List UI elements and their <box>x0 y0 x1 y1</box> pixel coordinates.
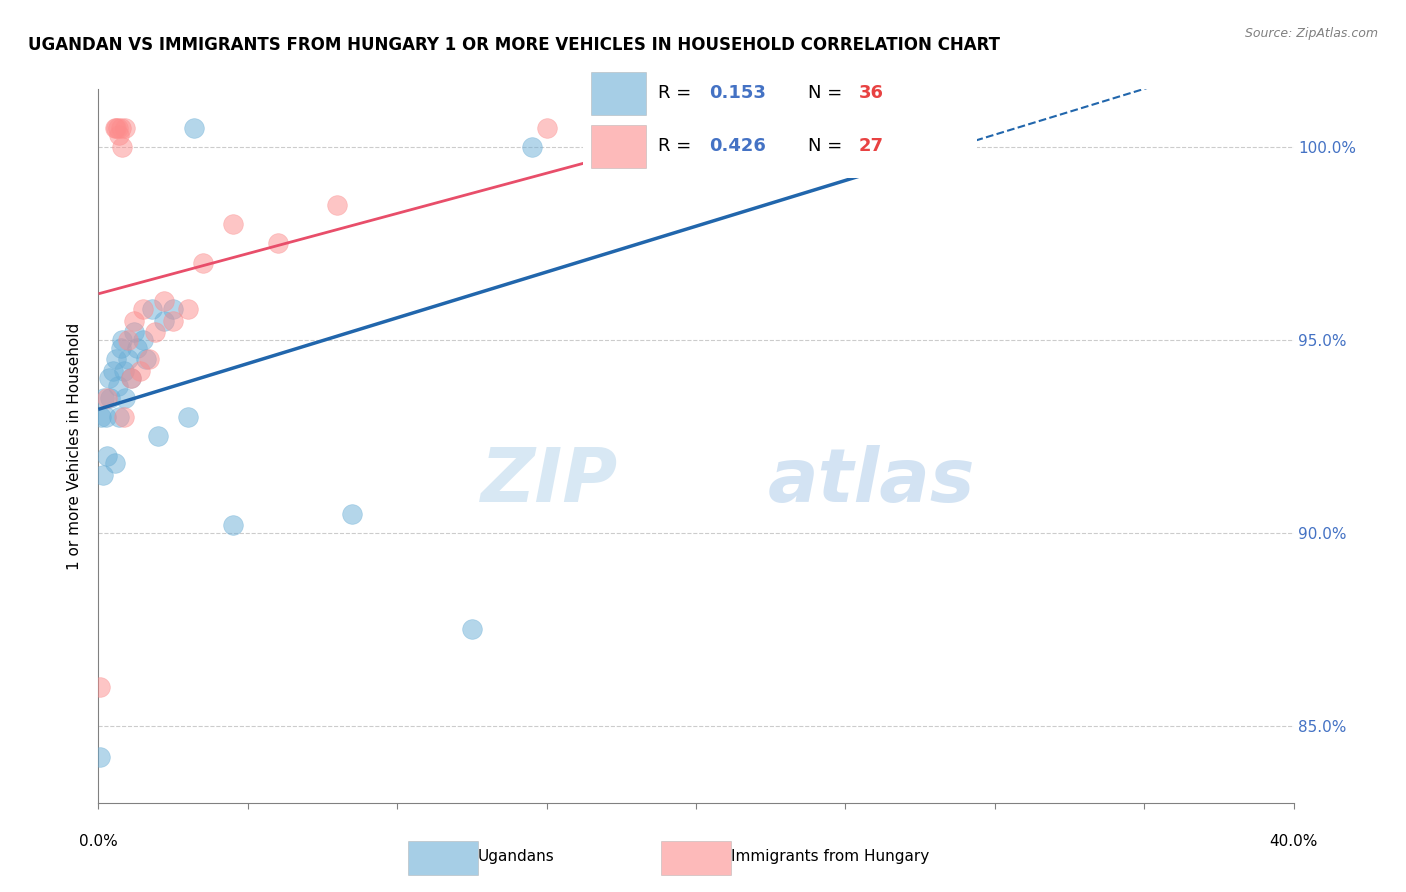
Text: 0.0%: 0.0% <box>79 834 118 849</box>
Point <box>108 410 131 425</box>
Point <box>90 410 112 425</box>
Point <box>153 294 176 309</box>
Point <box>110 341 132 355</box>
Point <box>112 364 135 378</box>
Text: 40.0%: 40.0% <box>1270 834 1317 849</box>
Text: 0.153: 0.153 <box>710 84 766 102</box>
Point <box>685 132 707 146</box>
Point <box>104 456 127 470</box>
Point <box>177 301 200 316</box>
Text: Source: ZipAtlas.com: Source: ZipAtlas.com <box>1244 27 1378 40</box>
Point <box>124 325 146 339</box>
Point <box>267 236 290 251</box>
Point <box>135 352 157 367</box>
FancyBboxPatch shape <box>661 841 731 875</box>
Point <box>222 217 245 231</box>
Point <box>103 364 125 378</box>
Point <box>536 120 558 135</box>
Point <box>110 120 132 135</box>
Point <box>105 352 128 367</box>
Point <box>120 371 142 385</box>
Point <box>108 128 131 143</box>
Text: Ugandans: Ugandans <box>478 849 555 863</box>
Point <box>114 120 136 135</box>
Point <box>162 301 184 316</box>
Point <box>953 128 976 143</box>
FancyBboxPatch shape <box>592 71 647 114</box>
Point <box>107 120 129 135</box>
Point <box>89 680 111 694</box>
Point <box>111 140 134 154</box>
Point <box>148 429 170 443</box>
Point <box>141 301 163 316</box>
Point <box>177 410 200 425</box>
Point <box>114 391 136 405</box>
Text: R =: R = <box>658 137 697 155</box>
Point <box>91 467 114 482</box>
Point <box>132 333 155 347</box>
Text: ZIP: ZIP <box>481 445 619 518</box>
Point <box>655 128 678 143</box>
Point <box>89 749 111 764</box>
Point <box>93 391 115 405</box>
Point <box>222 518 245 533</box>
Point <box>183 120 205 135</box>
Text: 36: 36 <box>859 84 884 102</box>
Point <box>104 120 127 135</box>
Point <box>124 313 146 327</box>
Point <box>107 379 129 393</box>
Point <box>97 371 120 385</box>
Point <box>143 325 166 339</box>
FancyBboxPatch shape <box>575 60 986 181</box>
Point <box>105 120 128 135</box>
Point <box>96 391 118 405</box>
Point <box>132 301 155 316</box>
Point <box>834 120 856 135</box>
Point <box>162 313 184 327</box>
Text: R =: R = <box>658 84 697 102</box>
Point <box>191 256 214 270</box>
Point <box>129 364 152 378</box>
FancyBboxPatch shape <box>592 125 647 168</box>
Point <box>804 140 827 154</box>
Point <box>127 341 149 355</box>
Point <box>120 371 142 385</box>
FancyBboxPatch shape <box>408 841 478 875</box>
Text: Immigrants from Hungary: Immigrants from Hungary <box>731 849 929 863</box>
Text: 27: 27 <box>859 137 884 155</box>
Y-axis label: 1 or more Vehicles in Household: 1 or more Vehicles in Household <box>67 322 83 570</box>
Point <box>520 140 543 154</box>
Text: UGANDAN VS IMMIGRANTS FROM HUNGARY 1 OR MORE VEHICLES IN HOUSEHOLD CORRELATION C: UGANDAN VS IMMIGRANTS FROM HUNGARY 1 OR … <box>28 36 1000 54</box>
Text: N =: N = <box>808 84 848 102</box>
Text: atlas: atlas <box>768 445 976 518</box>
Point <box>117 333 139 347</box>
Point <box>112 410 135 425</box>
Point <box>96 449 118 463</box>
Text: N =: N = <box>808 137 848 155</box>
Point <box>117 352 139 367</box>
Text: 0.426: 0.426 <box>710 137 766 155</box>
Point <box>326 198 349 212</box>
Point <box>138 352 160 367</box>
Point <box>100 391 122 405</box>
Point <box>461 622 484 636</box>
Point <box>94 410 117 425</box>
Point <box>153 313 176 327</box>
Point <box>111 333 134 347</box>
Point <box>342 507 364 521</box>
